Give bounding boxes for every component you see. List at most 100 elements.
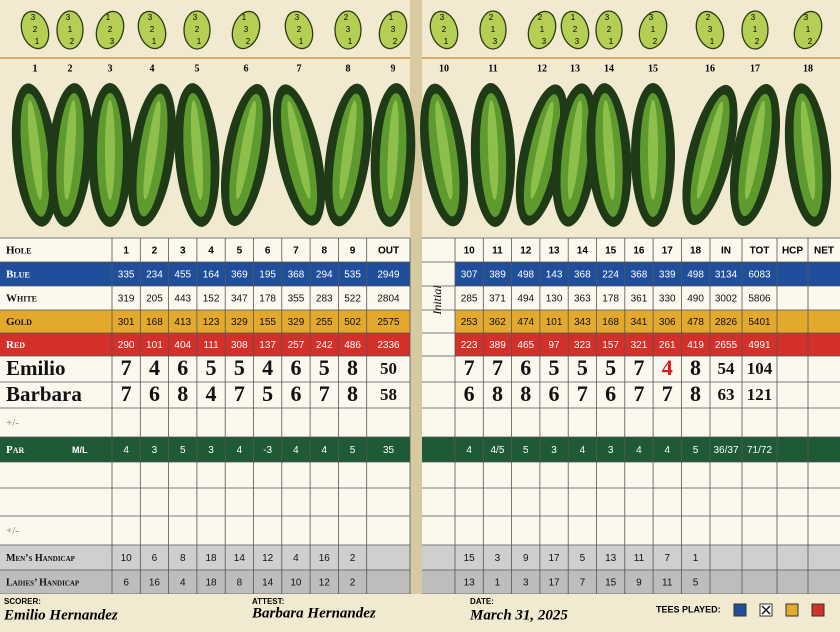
- cell-value: 2575: [377, 317, 400, 328]
- cell-value: 18: [205, 578, 217, 589]
- initial-cell: [422, 262, 455, 356]
- header-cell: 17: [662, 246, 674, 257]
- cell-value: 389: [489, 270, 506, 281]
- cell-value: 6: [152, 553, 158, 564]
- cell-value: 419: [687, 340, 704, 351]
- green-icon: [595, 10, 623, 50]
- hole-number: 5: [195, 63, 200, 74]
- header-cell: 12: [520, 246, 532, 257]
- header-cell: 9: [350, 246, 356, 257]
- pin-label: 1: [389, 13, 394, 22]
- green-icon: [284, 10, 314, 50]
- cell-value: 157: [602, 340, 619, 351]
- header-cell: TOT: [750, 246, 770, 257]
- pin-label: 2: [195, 25, 200, 34]
- hole-centre: [143, 100, 161, 200]
- pin-label: 2: [755, 37, 760, 46]
- score: 6: [290, 355, 301, 380]
- header-cell: 13: [548, 246, 560, 257]
- pin-label: 3: [193, 13, 198, 22]
- pin-label: 3: [346, 25, 351, 34]
- cell-value: 5: [180, 445, 186, 456]
- cell-value: 101: [546, 317, 563, 328]
- tee-boxes: [733, 603, 825, 617]
- hole-centre: [435, 100, 453, 200]
- cell-value: 111: [203, 340, 219, 351]
- pin-label: 1: [348, 37, 353, 46]
- score: 5: [549, 355, 560, 380]
- hole-number: 14: [604, 63, 614, 74]
- cell-value: 123: [203, 317, 220, 328]
- score: 50: [380, 359, 397, 378]
- cell-value: 4: [123, 445, 129, 456]
- cell-value: 205: [146, 294, 163, 305]
- header-cell: 11: [492, 246, 503, 257]
- hole-centre: [27, 100, 43, 200]
- pin-label: 3: [66, 13, 71, 22]
- header-cell: 15: [605, 246, 617, 257]
- hole-centre: [602, 100, 616, 200]
- pin-label: 2: [344, 13, 349, 22]
- cell-value: 2336: [377, 340, 400, 351]
- hole-centre: [648, 100, 658, 200]
- cell-value: 168: [146, 317, 163, 328]
- score: 58: [380, 385, 397, 404]
- pin-label: 2: [442, 25, 447, 34]
- cell-value: 10: [290, 578, 302, 589]
- score: 7: [464, 355, 475, 380]
- cell-value: 494: [517, 294, 534, 305]
- cell-value: 3: [551, 445, 557, 456]
- pin-label: 3: [575, 37, 580, 46]
- cell-value: 404: [174, 340, 191, 351]
- cell-value: 195: [259, 270, 276, 281]
- pin-label: 3: [110, 37, 115, 46]
- tee-box: [733, 603, 747, 617]
- pin-label: 3: [244, 25, 249, 34]
- cell-value: 2804: [377, 294, 400, 305]
- cell-value: 339: [659, 270, 676, 281]
- score: 7: [633, 381, 644, 406]
- pin-label: 3: [148, 13, 153, 22]
- row-label: +/-: [6, 525, 19, 537]
- score: 5: [577, 355, 588, 380]
- cell-value: 13: [605, 553, 617, 564]
- cell-value: 4: [321, 445, 327, 456]
- score: 8: [690, 381, 701, 406]
- cell-value: 2826: [715, 317, 738, 328]
- pin-label: 2: [808, 37, 813, 46]
- green-icon: [20, 10, 50, 50]
- hole-centre: [487, 100, 499, 200]
- header-cell: HCP: [782, 246, 803, 257]
- cell-value: 3: [152, 445, 158, 456]
- score: 6: [549, 381, 560, 406]
- hole-number: 3: [108, 63, 113, 74]
- row-fill: [0, 356, 410, 382]
- score: 7: [662, 381, 673, 406]
- cell-value: 343: [574, 317, 591, 328]
- pin-label: 1: [540, 25, 545, 34]
- score: 4: [149, 355, 160, 380]
- row-fill: [0, 310, 410, 333]
- header-cell: 6: [265, 246, 271, 257]
- score: 4: [662, 355, 673, 380]
- green-icon: [95, 10, 125, 50]
- cell-value: 143: [546, 270, 563, 281]
- green-icon: [429, 10, 459, 50]
- header-cell: 4: [208, 246, 214, 257]
- cell-value: 168: [602, 317, 619, 328]
- cell-value: 4: [180, 578, 186, 589]
- row-fill: [422, 570, 840, 594]
- cell-value: 321: [631, 340, 648, 351]
- pin-label: 2: [70, 37, 75, 46]
- score: 54: [718, 359, 736, 378]
- score: 7: [633, 355, 644, 380]
- header-label: Hole: [6, 245, 31, 257]
- cell-value: 2949: [377, 270, 400, 281]
- cell-value: 242: [316, 340, 333, 351]
- score: 121: [747, 385, 773, 404]
- header-cell: 2: [152, 246, 158, 257]
- cell-value: 3002: [715, 294, 738, 305]
- row-fill: [0, 516, 410, 545]
- cell-value: 3: [523, 578, 529, 589]
- cell-value: 361: [631, 294, 648, 305]
